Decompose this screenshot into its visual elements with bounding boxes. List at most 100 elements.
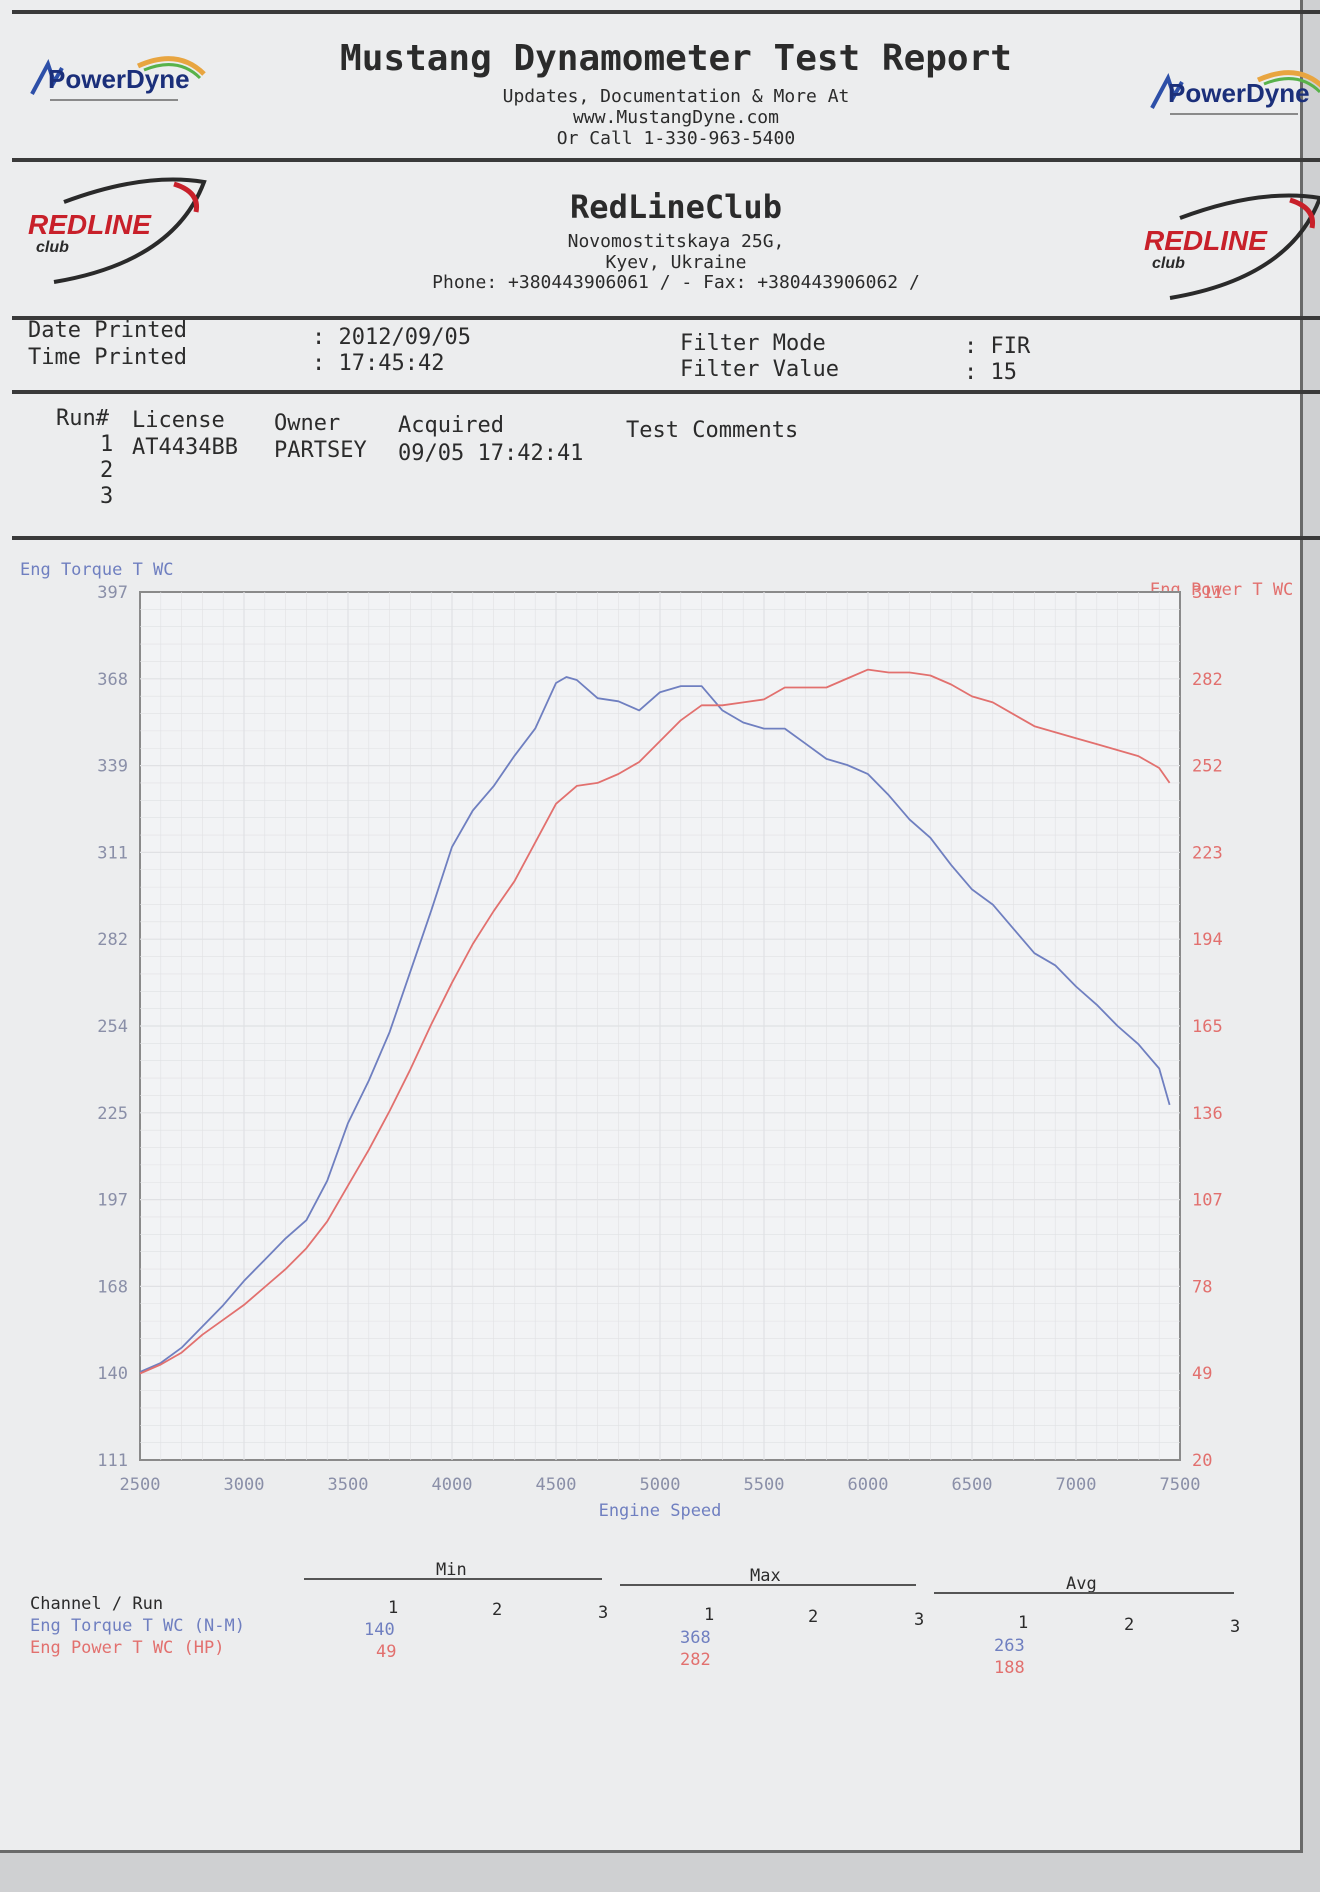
- runs-header-comments: Test Comments: [626, 418, 799, 443]
- dyno-chart: 2500 3000 3500 4000 4500 5000 5500 6000 6500 7000…: [97, 583, 1222, 1521]
- summary-channel-header: Channel / Run: [30, 1594, 164, 1614]
- filter-mode-label: Filter Mode: [680, 331, 826, 356]
- summary-avg-run-3: 3: [1230, 1617, 1241, 1637]
- redline-logo-sub: club: [36, 239, 69, 256]
- filter-mode-value: : FIR: [964, 334, 1031, 359]
- shop-address-2: Kyev, Ukraine: [605, 252, 747, 273]
- summary-torque-min: 140: [364, 1620, 395, 1640]
- y-left-tick-label: 282: [97, 930, 128, 950]
- shop-name: RedLineClub: [570, 188, 782, 226]
- summary-rule-avg: [934, 1592, 1234, 1594]
- y-right-tick-label: 223: [1192, 843, 1223, 863]
- summary-group-max: Max: [750, 1566, 781, 1586]
- powerdyne-logo-text: PowerDyne: [48, 64, 190, 94]
- summary-power-min: 49: [376, 1642, 397, 1662]
- summary-min-run-2: 2: [492, 1600, 503, 1620]
- y-left-tick-label: 225: [97, 1104, 128, 1124]
- x-axis-title: Engine Speed: [599, 1501, 722, 1521]
- y-left-tick-label: 339: [97, 757, 128, 777]
- summary-rule-max: [620, 1584, 916, 1586]
- y-right-tick-label: 311: [1192, 583, 1223, 603]
- redline-logo-text-right: REDLINE: [1144, 225, 1268, 256]
- redline-logo-sub-right: club: [1152, 255, 1185, 272]
- y-left-tick-label: 368: [97, 670, 128, 690]
- series-group: [139, 668, 1171, 1375]
- x-tick-label: 2500: [120, 1475, 161, 1495]
- y-left-tick-label: 397: [97, 583, 128, 603]
- powerdyne-logo-right: PowerDyne: [1150, 70, 1320, 115]
- summary-max-run-1: 1: [704, 1605, 715, 1625]
- runs-header-license: License: [132, 408, 225, 433]
- summary-max-run-3: 3: [914, 1610, 925, 1630]
- run-3-number: 3: [100, 484, 114, 509]
- x-tick-label: 4500: [536, 1475, 577, 1495]
- report-line-1: Updates, Documentation & More At: [502, 86, 850, 107]
- filter-value-value: : 15: [964, 360, 1017, 385]
- summary-torque-label: Eng Torque T WC (N-M): [30, 1616, 245, 1636]
- x-tick-label: 4000: [432, 1475, 473, 1495]
- y-right-tick-label: 20: [1192, 1451, 1212, 1471]
- run-1-number: 1: [100, 432, 114, 457]
- summary-torque-max: 368: [680, 1628, 711, 1648]
- x-tick-label: 6000: [848, 1475, 889, 1495]
- report-header: [12, 10, 1320, 158]
- run-1-acquired: 09/05 17:42:41: [398, 441, 584, 466]
- torque-series-line: [139, 676, 1171, 1373]
- y-right-tick-label: 136: [1192, 1104, 1223, 1124]
- x-tick-label: 5000: [640, 1475, 681, 1495]
- runs-header-acquired: Acquired: [398, 413, 504, 438]
- print-info-band: [12, 316, 1320, 390]
- x-tick-label: 7500: [1160, 1475, 1201, 1495]
- power-axis-title: Eng Power T WC: [1150, 580, 1294, 600]
- y-right-tick-label: 107: [1192, 1191, 1223, 1211]
- y-left-tick-label: 168: [97, 1277, 128, 1297]
- report-title: Mustang Dynamometer Test Report: [340, 38, 1012, 79]
- time-printed-value: : 17:45:42: [312, 351, 445, 376]
- summary-group-min: Min: [436, 1560, 467, 1580]
- powerdyne-logo: PowerDyne: [30, 56, 206, 101]
- date-printed-value: : 2012/09/05: [312, 325, 471, 350]
- summary-group-avg: Avg: [1066, 1574, 1097, 1594]
- powerdyne-logo-text-right: PowerDyne: [1168, 78, 1310, 108]
- y-left-tick-label: 111: [97, 1451, 128, 1471]
- redline-logo-text: REDLINE: [28, 209, 152, 240]
- y-left-tick-label: 254: [97, 1017, 128, 1037]
- x-tick-label: 3000: [224, 1475, 265, 1495]
- x-tick-label: 7000: [1056, 1475, 1097, 1495]
- shop-address-1: Novomostitskaya 25G,: [567, 231, 785, 252]
- runs-header-run: Run#: [56, 406, 109, 431]
- run-1-owner: PARTSEY: [274, 438, 367, 463]
- summary-torque-avg: 263: [994, 1636, 1025, 1656]
- date-printed-label: Date Printed: [28, 318, 187, 343]
- summary-power-avg: 188: [994, 1658, 1025, 1678]
- summary-avg-run-2: 2: [1124, 1615, 1135, 1635]
- y-right-tick-label: 282: [1192, 670, 1223, 690]
- tick-labels: 2500 3000 3500 4000 4500 5000 5500 6000 6500 7000…: [97, 583, 1222, 1495]
- time-printed-label: Time Printed: [28, 345, 187, 370]
- shop-phone-fax: Phone: +380443906061 / - Fax: +380443906…: [432, 272, 920, 293]
- runs-band: [12, 390, 1320, 540]
- y-left-tick-label: 311: [97, 843, 128, 863]
- run-2-number: 2: [100, 458, 114, 483]
- summary-min-run-1: 1: [388, 1598, 399, 1618]
- y-right-tick-label: 165: [1192, 1017, 1223, 1037]
- summary-power-max: 282: [680, 1650, 711, 1670]
- report-line-3: Or Call 1-330-963-5400: [556, 128, 796, 149]
- run-1-license: AT4434BB: [132, 435, 238, 460]
- y-left-tick-label: 140: [97, 1364, 128, 1384]
- report-line-2: www.MustangDyne.com: [573, 107, 779, 128]
- filter-value-label: Filter Value: [680, 357, 839, 382]
- y-right-tick-label: 252: [1192, 757, 1223, 777]
- redline-logo: REDLINE club: [28, 177, 207, 284]
- x-tick-label: 3500: [328, 1475, 369, 1495]
- summary-rule-min: [304, 1578, 602, 1580]
- summary-min-run-3: 3: [598, 1603, 609, 1623]
- y-right-tick-label: 194: [1192, 930, 1223, 950]
- summary-avg-run-1: 1: [1018, 1613, 1029, 1633]
- runs-header-owner: Owner: [274, 411, 341, 436]
- x-tick-label: 6500: [952, 1475, 993, 1495]
- redline-logo-right: REDLINE club: [1144, 193, 1320, 300]
- x-tick-label: 5500: [744, 1475, 785, 1495]
- y-left-tick-label: 197: [97, 1191, 128, 1211]
- summary-max-run-2: 2: [808, 1607, 819, 1627]
